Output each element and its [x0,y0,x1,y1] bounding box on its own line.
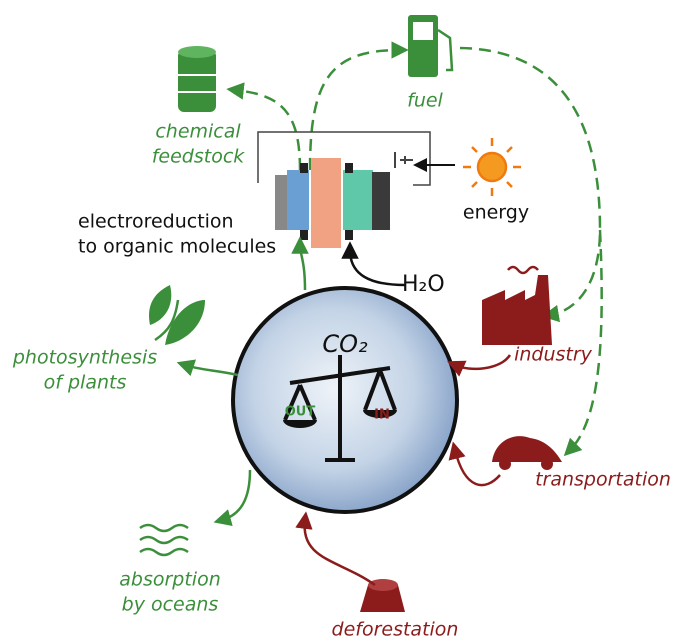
waves-icon [140,525,188,555]
barrel-icon [178,46,216,112]
co2-circle [233,288,457,512]
arrow [455,355,510,369]
center-label: CO₂ [322,330,368,358]
node-label: chemical [155,121,241,143]
arrow [455,450,500,485]
electrolyzer [258,132,455,248]
node-label: deforestation [332,619,459,641]
arrow [300,245,305,290]
node-label: to organic molecules [78,236,276,258]
node-label: of plants [44,372,127,394]
leaf-icon [149,285,205,345]
node-label: electroreduction [78,211,234,233]
node-label: fuel [407,90,443,112]
arrow [222,470,250,520]
arrow [310,50,400,170]
factory-icon [482,267,552,345]
arrow [460,48,600,315]
node-label: industry [514,344,593,366]
node-label: feedstock [152,146,246,168]
sun-icon [463,138,521,196]
node-label: transportation [535,469,671,491]
arrow [305,520,375,585]
node-label: energy [463,202,529,224]
node-label: absorption [119,569,221,591]
balance-right: IN [374,408,390,423]
diagram: CO₂ OUT IN fuel chemical feedstock energ… [0,0,682,642]
node-label: H₂O [402,272,445,297]
stump-icon [360,579,405,612]
arrow [350,250,405,285]
fuel-pump-icon [408,15,452,77]
node-label: photosynthesis [12,347,157,369]
node-label: by oceans [122,594,219,616]
car-icon [492,436,562,470]
balance-left: OUT [285,405,316,420]
arrow [185,365,238,375]
arrow [235,90,300,170]
